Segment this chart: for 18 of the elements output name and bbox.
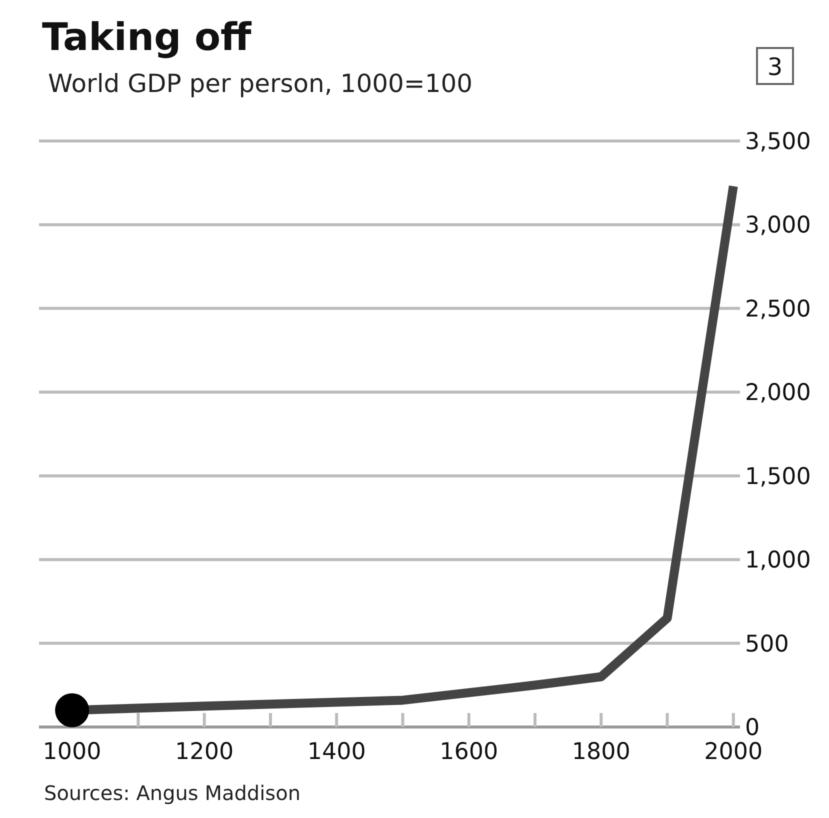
y-tick-label: 1,000 (745, 548, 811, 574)
source-note: Sources: Angus Maddison (44, 781, 301, 805)
y-tick-label: 0 (745, 715, 760, 741)
chart-title: Taking off (42, 15, 253, 59)
y-tick-label: 500 (745, 631, 789, 658)
y-tick-label: 3,000 (745, 212, 811, 239)
text: 3 (767, 53, 783, 81)
y-tick-label: 3,500 (745, 129, 811, 155)
x-tick-label: 1800 (572, 739, 630, 765)
chart-subtitle: World GDP per person, 1000=100 (48, 69, 473, 98)
x-tick-label: 1600 (440, 739, 498, 765)
y-tick-label: 1,500 (745, 464, 811, 490)
x-tick-label: 1000 (42, 739, 102, 765)
x-tick-label: 1200 (175, 739, 234, 765)
x-tick-label: 1400 (307, 739, 366, 765)
y-tick-label: 2,000 (745, 380, 811, 406)
y-tick-label: 2,500 (745, 296, 811, 322)
x-tick-label: 2000 (704, 739, 763, 765)
